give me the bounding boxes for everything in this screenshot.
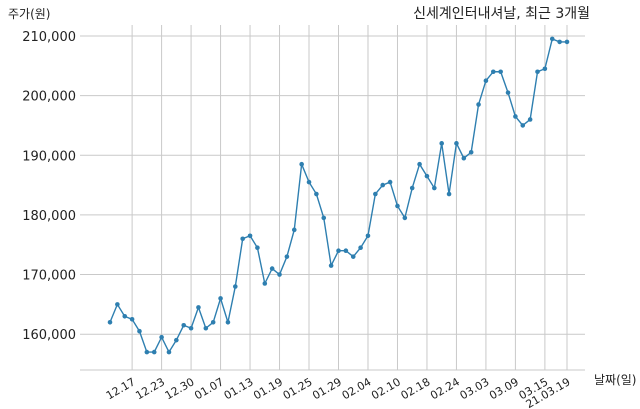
- data-point: [203, 325, 209, 331]
- x-tick-label: 01.19: [251, 375, 285, 402]
- data-point: [424, 173, 430, 179]
- data-point: [225, 319, 231, 325]
- data-point: [380, 182, 386, 188]
- grid: [80, 25, 585, 371]
- x-tick-label: 12.30: [163, 375, 197, 402]
- y-tick-labels: 160,000 170,000 180,000 190,000 200,000 210,0…: [22, 30, 76, 343]
- data-point: [439, 141, 444, 146]
- data-point: [321, 215, 327, 221]
- x-tick-label: 02.24: [428, 375, 462, 402]
- chart-title: 신세계인터내셔날, 최근 3개월: [413, 6, 590, 22]
- data-point: [306, 179, 312, 185]
- data-point: [336, 248, 341, 253]
- data-point: [166, 349, 172, 355]
- data-point: [299, 161, 304, 167]
- data-point: [115, 302, 120, 307]
- data-point: [284, 254, 290, 259]
- data-point: [513, 114, 518, 119]
- data-point: [358, 245, 363, 251]
- data-point: [255, 245, 260, 251]
- data-point: [122, 314, 128, 319]
- data-point: [476, 102, 481, 107]
- data-point: [107, 319, 113, 325]
- data-point: [446, 191, 452, 197]
- x-tick-label: 01.25: [281, 375, 315, 402]
- data-point: [210, 319, 216, 325]
- x-tick-label: 12.17: [104, 375, 138, 402]
- data-point: [365, 233, 371, 239]
- data-point: [483, 78, 489, 83]
- data-point: [542, 66, 548, 72]
- y-tick-label: 160,000: [22, 328, 76, 343]
- data-point: [181, 322, 187, 328]
- data-point: [328, 263, 334, 268]
- x-tick-label: 01.13: [222, 375, 256, 402]
- data-point: [159, 334, 164, 340]
- data-point: [395, 203, 400, 209]
- y-tick-label: 200,000: [22, 90, 76, 105]
- y-tick-label: 190,000: [22, 149, 76, 164]
- data-point: [269, 266, 275, 271]
- data-point: [468, 149, 474, 155]
- data-point: [314, 191, 319, 197]
- data-point: [387, 179, 393, 185]
- data-point: [233, 284, 238, 289]
- data-point: [350, 254, 356, 259]
- data-point: [461, 155, 467, 161]
- data-point: [137, 328, 142, 334]
- x-tick-label: 03.09: [487, 375, 521, 402]
- x-tick-label: 02.18: [399, 375, 433, 402]
- data-point: [247, 233, 253, 239]
- data-point: [498, 69, 503, 75]
- data-point: [454, 141, 459, 146]
- data-point: [218, 296, 223, 301]
- data-point: [417, 161, 422, 167]
- data-point: [144, 349, 150, 355]
- x-tick-label: 01.29: [310, 375, 344, 402]
- x-tick-label: 01.07: [192, 375, 226, 402]
- y-axis-label: 주가(원): [8, 7, 50, 21]
- y-tick-label: 180,000: [22, 209, 76, 224]
- data-point: [343, 248, 349, 253]
- data-point: [196, 305, 201, 310]
- data-point: [277, 272, 282, 277]
- x-tick-label: 12.23: [133, 375, 167, 402]
- data-point: [240, 236, 245, 242]
- data-point: [409, 185, 415, 191]
- data-point: [262, 281, 268, 286]
- data-point: [549, 36, 555, 42]
- data-point: [188, 325, 194, 331]
- x-tick-label: 02.04: [340, 375, 374, 402]
- data-point: [174, 337, 179, 343]
- data-point: [557, 39, 562, 45]
- data-point: [490, 69, 496, 75]
- series-layer: [107, 36, 570, 355]
- x-tick-label: 03.03: [458, 375, 492, 402]
- data-point: [151, 349, 157, 355]
- data-point: [527, 117, 533, 122]
- data-point: [129, 317, 135, 322]
- data-point: [291, 227, 297, 233]
- y-tick-label: 210,000: [22, 30, 76, 45]
- x-axis-label: 날짜(일): [594, 373, 636, 387]
- y-tick-label: 170,000: [22, 269, 76, 284]
- x-tick-label: 02.10: [369, 375, 403, 402]
- data-point: [432, 185, 437, 191]
- x-tick-labels: 12.1712.2312.3001.0701.1301.1901.2501.29…: [104, 375, 573, 409]
- data-point: [520, 123, 526, 128]
- data-point: [535, 69, 540, 75]
- data-point: [505, 90, 511, 95]
- data-point: [564, 39, 570, 45]
- data-point: [373, 191, 378, 197]
- data-point: [402, 215, 408, 221]
